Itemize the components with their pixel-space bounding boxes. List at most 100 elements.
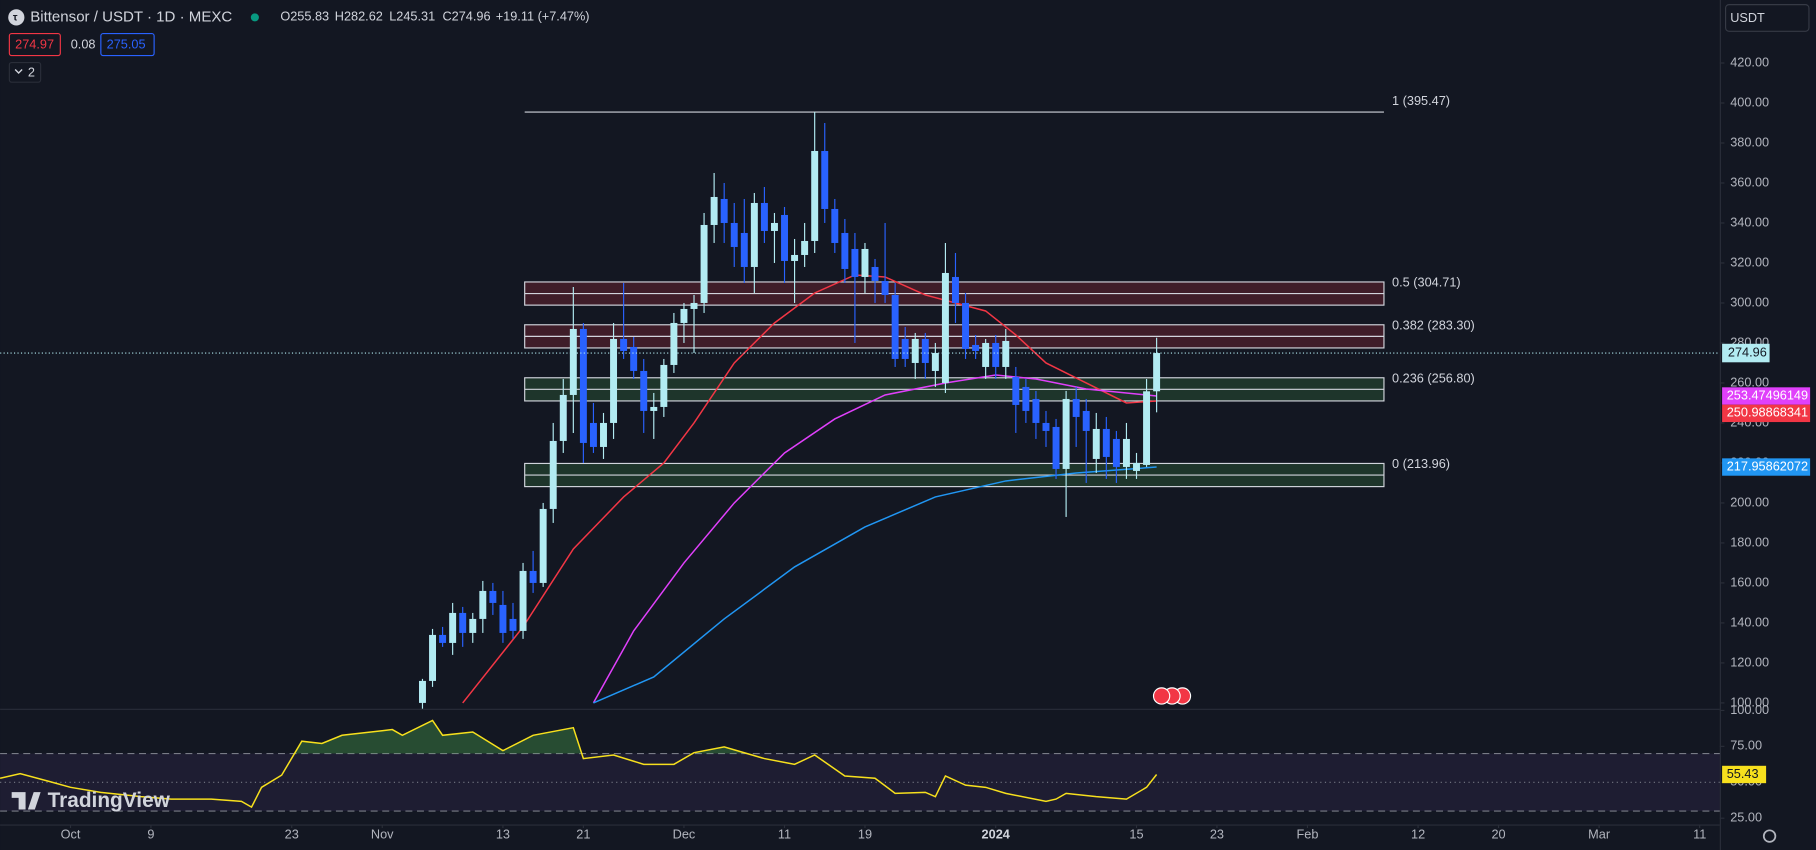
rsi-pane: [0, 719, 1720, 812]
x-tick-label: 21: [576, 826, 590, 841]
candle-body: [841, 232, 849, 269]
x-tick-label: 19: [858, 826, 872, 841]
symbol-logo: [8, 9, 25, 26]
axes: Oct 9 23 Nov 13 21 Dec 11 19 2024 15 23 Feb 12 20 Mar 11…: [61, 54, 1811, 841]
candle-body: [911, 338, 919, 363]
x-tick-label: Oct: [61, 826, 81, 841]
y-tick-label: 140.00: [1730, 614, 1769, 629]
indicator-toggle[interactable]: [8, 61, 42, 83]
candle-body: [801, 240, 809, 255]
currency-label: USDT: [1730, 10, 1765, 25]
candle-body: [620, 338, 628, 351]
y-tick-label: 400.00: [1730, 94, 1769, 109]
candle-body: [851, 248, 859, 277]
rsi-y-tick-label: 100.00: [1730, 702, 1769, 717]
candle-body: [589, 422, 597, 447]
x-tick-label: 23: [1210, 826, 1224, 841]
candle-body: [519, 570, 527, 631]
ma-value-tag: [1722, 458, 1811, 476]
x-tick-label: 11: [778, 826, 791, 841]
x-tick-label: Mar: [1588, 826, 1611, 841]
candle-body: [770, 222, 778, 231]
candle-body: [650, 406, 658, 411]
y-tick-label: 360.00: [1730, 174, 1769, 189]
spread: 0.08: [71, 37, 96, 52]
x-tick-label: 23: [285, 826, 299, 841]
ma-value-tag: [1722, 404, 1811, 423]
x-tick-label: 2024: [982, 826, 1010, 841]
candle-body: [439, 634, 447, 643]
ma-value-label: 250.98868341: [1727, 405, 1808, 420]
brand-name: TradingView: [48, 789, 171, 812]
candle-body: [680, 308, 688, 323]
candle-body: [941, 272, 949, 383]
y-tick-label: 160.00: [1730, 574, 1769, 589]
candle-body: [831, 208, 839, 243]
x-tick-label: 12: [1411, 826, 1425, 841]
candle-body: [419, 680, 426, 703]
candle-body: [1122, 438, 1130, 467]
candle-body: [720, 198, 728, 223]
symbol-title[interactable]: Bittensor / USDT · 1D · MEXC: [30, 8, 232, 25]
currency-selector[interactable]: [1724, 4, 1810, 32]
ohlc-change: +19.11 (+7.47%): [496, 9, 590, 24]
x-tick-label: 15: [1129, 826, 1143, 841]
candle-body: [972, 344, 980, 351]
y-tick-label: 300.00: [1730, 294, 1769, 309]
ma-value-tag: [1722, 387, 1811, 405]
candle-body: [1102, 428, 1110, 457]
candle-body: [1082, 410, 1090, 431]
rsi-y-tick-label: 75.00: [1730, 738, 1762, 753]
candle-body: [992, 342, 1000, 367]
candle-body: [710, 196, 718, 225]
y-tick-label: 420.00: [1730, 54, 1769, 69]
fib-label: 0.382 (283.30): [1392, 317, 1475, 332]
candle-body: [861, 248, 869, 277]
candle-body: [821, 150, 829, 209]
last-price-label: 274.96: [1728, 344, 1767, 359]
ma-value-label: 253.47496149: [1727, 387, 1808, 402]
x-tick-label: Dec: [673, 826, 696, 841]
candle-body: [640, 370, 648, 411]
x-tick-label: Nov: [371, 826, 394, 841]
candle-body: [921, 338, 929, 363]
price-pane: [0, 111, 1720, 709]
ask-price: 275.05: [107, 37, 146, 52]
candle-body: [469, 618, 477, 633]
candle-body: [760, 202, 768, 231]
brand-logo: [11, 792, 41, 810]
x-tick-label: 11: [1693, 826, 1706, 841]
x-tick-label: 20: [1491, 826, 1505, 841]
candle-body: [730, 222, 738, 247]
candle-body: [1002, 340, 1010, 367]
candle-body: [670, 322, 678, 365]
chevron-icon: [14, 68, 23, 74]
settings-icon[interactable]: [1762, 829, 1777, 843]
candle-body: [479, 590, 487, 619]
last-price-tag: [1722, 343, 1770, 363]
y-tick-label: 380.00: [1730, 134, 1769, 149]
candle-body: [1072, 398, 1080, 417]
candle-body: [1012, 376, 1020, 405]
market-status: [250, 13, 259, 22]
candle-body: [529, 570, 537, 583]
moving-average: [593, 466, 1157, 704]
rsi-line: [0, 719, 1158, 809]
ask-box[interactable]: [100, 33, 155, 57]
ohlc-open: O255.83: [280, 9, 329, 24]
candle-body: [690, 302, 698, 309]
candle-body: [700, 224, 708, 303]
candle-body: [1133, 462, 1140, 471]
candle-body: [559, 394, 567, 441]
bid-box[interactable]: [8, 33, 61, 57]
candle-body: [1052, 426, 1060, 469]
rsi-y-tick-label: 25.00: [1730, 810, 1762, 825]
candle-body: [1092, 428, 1100, 459]
event-flag[interactable]: [1152, 687, 1171, 705]
candle-body: [1112, 438, 1120, 467]
candle-body: [1032, 398, 1040, 423]
ohlc-high: H282.62: [335, 9, 383, 24]
ohlc-close: C274.96: [442, 9, 490, 24]
candle-body: [549, 440, 557, 509]
